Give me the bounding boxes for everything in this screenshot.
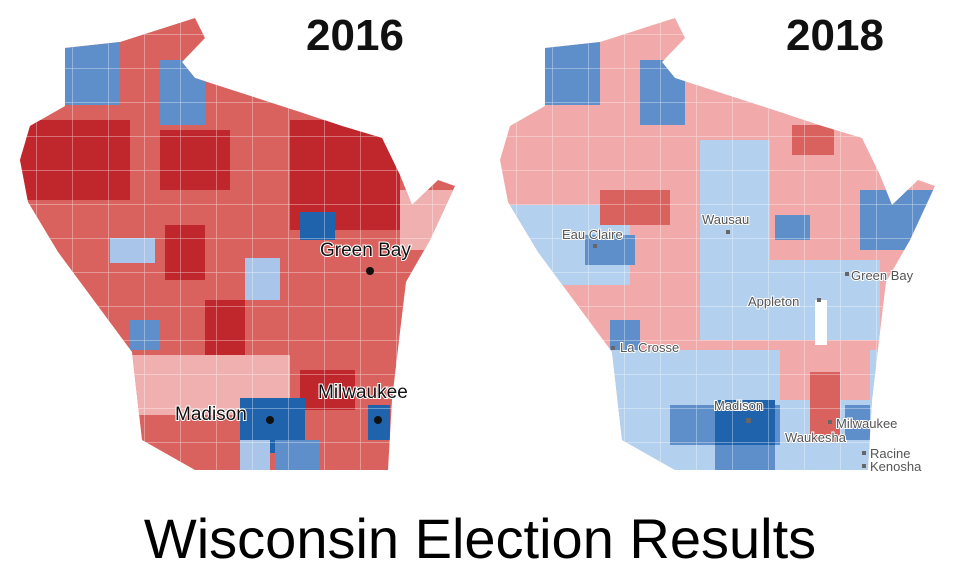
city-label: Milwaukee (836, 416, 897, 431)
city-label: Madison (714, 398, 763, 413)
city-label: Kenosha (870, 459, 922, 474)
city-label: Racine (870, 446, 910, 461)
city-label: Wausau (702, 212, 749, 227)
city-label: Green Bay (851, 268, 914, 283)
city-label: Milwaukee (318, 382, 408, 403)
map-2016: 2016 Green Bay Milwaukee Madison (20, 11, 455, 470)
map-year: 2018 (786, 11, 884, 60)
city-dot (266, 416, 274, 424)
city-label: Green Bay (320, 240, 411, 261)
map-year: 2016 (306, 11, 404, 60)
map-2018: 2018 Eau Claire Wausau Green Bay Appleto… (500, 11, 935, 475)
city-dot (374, 416, 382, 424)
city-label: Waukesha (785, 430, 847, 445)
city-label: La Crosse (620, 340, 679, 355)
page-title: Wisconsin Election Results (144, 507, 816, 570)
city-label: Madison (175, 404, 247, 425)
city-label: Eau Claire (562, 227, 623, 242)
city-dot (366, 267, 374, 275)
city-label: Appleton (748, 294, 799, 309)
